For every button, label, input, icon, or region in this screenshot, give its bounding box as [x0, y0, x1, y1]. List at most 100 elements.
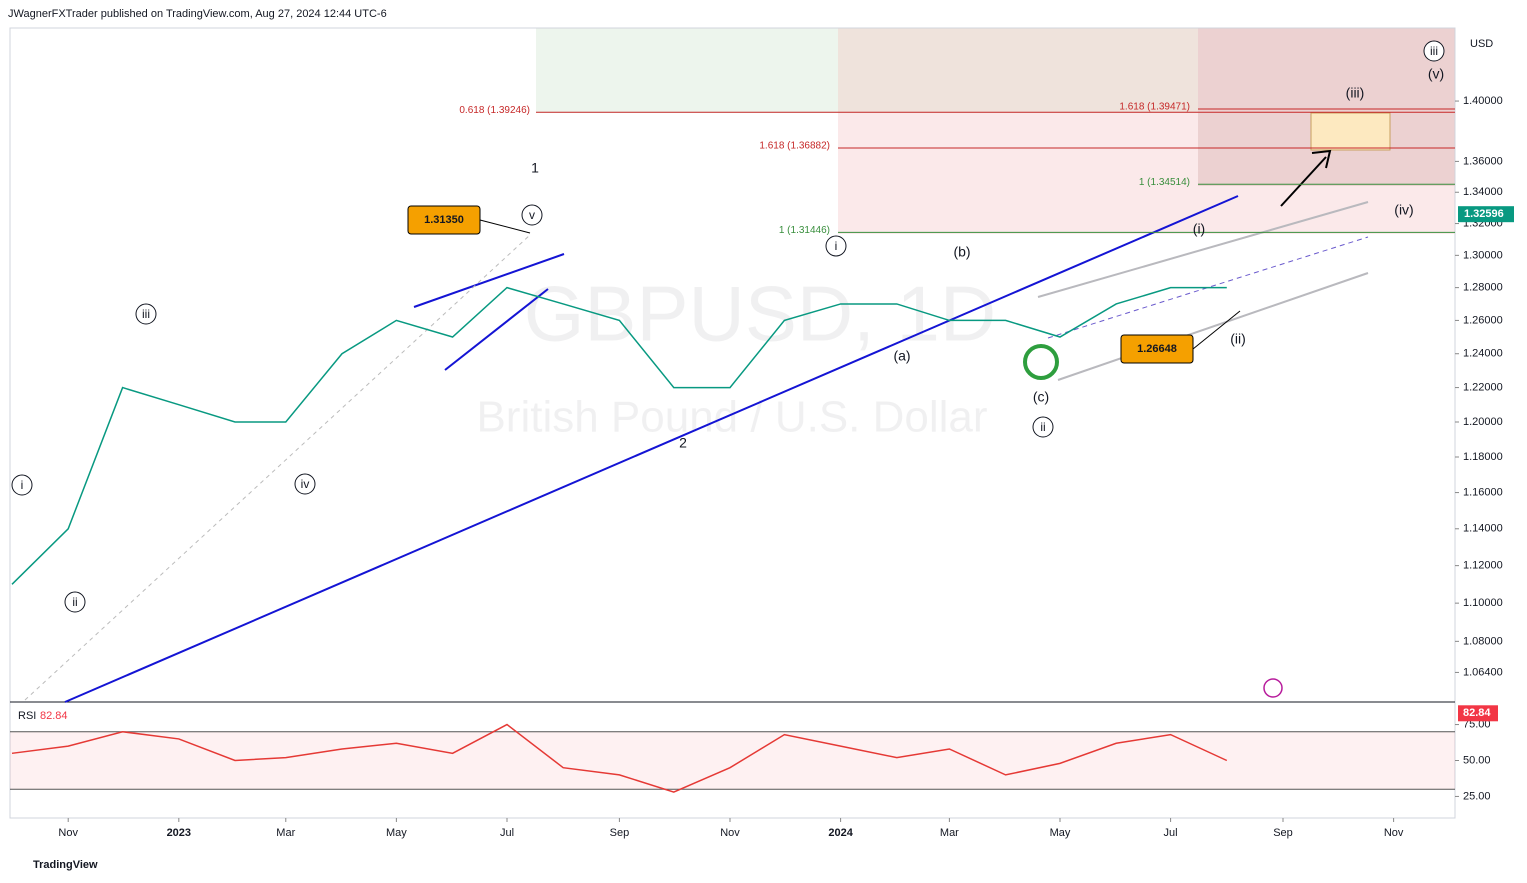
wave-label: ii [1040, 420, 1045, 434]
fib-label: 1 (1.31446) [779, 225, 830, 236]
rsi-title: RSI [18, 710, 36, 722]
wave-circle [64, 591, 86, 613]
y-tick-label: 1.08000 [1463, 635, 1503, 647]
arrow [1280, 156, 1327, 207]
fib-label: 0.618 (1.39246) [459, 105, 530, 116]
wave-circle [294, 473, 316, 495]
channel-line [1057, 272, 1369, 381]
zone [1198, 28, 1455, 186]
x-tick-label: Sep [1273, 827, 1293, 839]
series-line [11, 286, 1227, 585]
y-tick-label: 1.10000 [1463, 597, 1503, 609]
watermark-symbol: GBPUSD, 1D [524, 270, 996, 358]
price-tag-text: 1.31350 [424, 214, 464, 226]
plot-frame [9, 27, 1456, 819]
y-tick-label: 1.34000 [1463, 186, 1503, 198]
y-tick-label: 1.28000 [1463, 282, 1503, 294]
wave-circle [521, 204, 543, 226]
rsi-tick-label: 50.00 [1463, 754, 1491, 766]
y-tick-label: 1.20000 [1463, 416, 1503, 428]
wedge-line [444, 288, 549, 371]
footer-brand: TradingView [33, 859, 98, 871]
x-tick-label: 2024 [828, 827, 853, 839]
last-price-box [1458, 206, 1514, 223]
x-tick-label: Nov [720, 827, 740, 839]
wave-label: (v) [1428, 66, 1444, 82]
wave-label: (c) [1033, 389, 1049, 405]
y-tick-label: 1.30000 [1463, 249, 1503, 261]
target-box [1310, 112, 1391, 151]
fib-label: 1 (1.34514) [1139, 177, 1190, 188]
zone [838, 28, 1198, 113]
series-line [11, 723, 1228, 793]
y-tick-label: 1.06400 [1463, 666, 1503, 678]
y-tick-label: 1.36000 [1463, 155, 1503, 167]
price-tag [407, 205, 481, 235]
x-tick-label: Jul [500, 827, 514, 839]
wave-label: ii [72, 595, 77, 609]
wave-label: (iv) [1394, 202, 1413, 218]
x-tick-label: Nov [58, 827, 78, 839]
last-price: 1.32596 [1464, 208, 1504, 220]
x-tick-label: Nov [1384, 827, 1404, 839]
price-tag [1120, 334, 1194, 364]
y-tick-label: 1.24000 [1463, 348, 1503, 360]
y-tick-label: 1.16000 [1463, 486, 1503, 498]
wave-label: iii [142, 307, 150, 321]
channel-line [1037, 201, 1369, 298]
wave-label: iv [301, 477, 310, 491]
rsi-value: 82.84 [40, 710, 68, 722]
y-tick-label: 1.26000 [1463, 314, 1503, 326]
rsi-band [10, 731, 1455, 790]
trendline [64, 195, 1239, 703]
rsi-tick-label: 75.00 [1463, 718, 1491, 730]
currency: USD [1470, 38, 1493, 50]
x-tick-label: May [1050, 827, 1071, 839]
callout-line [1192, 310, 1241, 350]
x-tick-label: Sep [610, 827, 630, 839]
x-tick-label: 2023 [167, 827, 191, 839]
wave-label: iii [1430, 44, 1438, 58]
callout-line [479, 219, 531, 234]
fib-label: 1.618 (1.36882) [759, 141, 830, 152]
y-tick-label: 1.18000 [1463, 451, 1503, 463]
wave-circle [825, 235, 847, 257]
fib-label: 1.618 (1.39471) [1119, 102, 1190, 113]
wave-label: 1 [531, 160, 539, 176]
wave-circle [1032, 416, 1054, 438]
wave-label: v [529, 208, 535, 222]
zone [536, 28, 838, 113]
wave-label: (b) [953, 244, 970, 260]
rsi-last-box [1458, 705, 1498, 722]
rsi-last: 82.84 [1463, 707, 1491, 719]
wave-label: 2 [679, 435, 687, 451]
wedge-line [413, 253, 565, 308]
icon [1263, 678, 1283, 698]
x-tick-label: Mar [276, 827, 295, 839]
wave-label: (ii) [1230, 331, 1246, 347]
footer-bar [0, 848, 1527, 883]
wave-label: i [835, 239, 838, 253]
y-tick-label: 1.12000 [1463, 560, 1503, 572]
wave-label: (i) [1193, 221, 1205, 237]
wave-path [24, 234, 531, 701]
y-tick-label: 1.40000 [1463, 95, 1503, 107]
y-tick-label: 1.22000 [1463, 381, 1503, 393]
wave-circle [11, 474, 33, 496]
arrow-head [1311, 149, 1332, 169]
wave-label: i [21, 478, 24, 492]
header: JWagnerFXTrader published on TradingView… [8, 8, 387, 20]
x-tick-label: May [386, 827, 407, 839]
wave-circle [135, 303, 157, 325]
rsi-tick-label: 25.00 [1463, 790, 1491, 802]
x-tick-label: Jul [1164, 827, 1178, 839]
wave-circle [1423, 40, 1445, 62]
highlight-circle [1023, 344, 1059, 380]
channel-mid [1047, 236, 1369, 339]
wave-label: (iii) [1346, 85, 1365, 101]
x-tick-label: Mar [940, 827, 959, 839]
watermark-name: British Pound / U.S. Dollar [476, 393, 987, 442]
price-tag-text: 1.26648 [1137, 343, 1177, 355]
wave-label: (a) [893, 348, 910, 364]
